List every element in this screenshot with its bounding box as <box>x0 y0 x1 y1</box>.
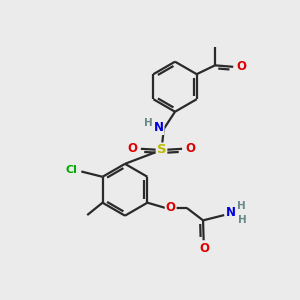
Text: S: S <box>157 143 166 157</box>
Text: H: H <box>238 215 246 225</box>
Text: O: O <box>185 142 195 155</box>
Text: H: H <box>237 201 246 211</box>
Text: O: O <box>166 201 176 214</box>
Text: O: O <box>236 60 247 73</box>
Text: N: N <box>226 206 236 219</box>
Text: Cl: Cl <box>66 165 78 175</box>
Text: O: O <box>128 142 138 155</box>
Text: N: N <box>154 121 164 134</box>
Text: H: H <box>144 118 153 128</box>
Text: O: O <box>199 242 209 254</box>
